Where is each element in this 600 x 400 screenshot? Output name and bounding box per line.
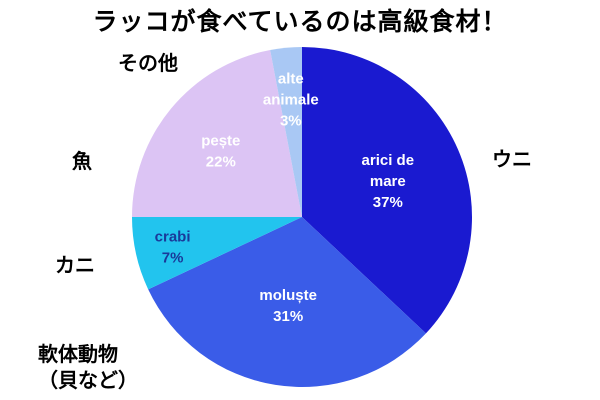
outer-category-label-0: ウニ xyxy=(492,146,532,172)
slice-percent-label-4: 3% xyxy=(280,113,302,130)
slice-name-label-4: animale xyxy=(263,92,319,109)
outer-label-line: カニ xyxy=(55,253,95,277)
outer-label-line: 魚 xyxy=(72,149,92,173)
pie-slice-3 xyxy=(132,50,302,217)
pie-slice-4 xyxy=(270,47,302,217)
slice-percent-label-2: 7% xyxy=(162,249,184,266)
outer-label-line: ウニ xyxy=(492,147,532,171)
slice-name-label-0: mare xyxy=(370,173,406,190)
slice-name-label-2: crabi xyxy=(155,228,191,245)
outer-label-line: （貝など） xyxy=(38,368,138,392)
outer-category-label-3: 魚 xyxy=(72,148,92,174)
slice-name-label-0: arici de xyxy=(362,152,415,169)
pie-slice-0 xyxy=(302,47,473,334)
outer-label-line: 軟体動物 xyxy=(38,342,118,366)
outer-category-label-4: その他 xyxy=(118,50,178,76)
pie-slice-1 xyxy=(148,217,426,387)
pie-slice-2 xyxy=(132,217,302,290)
slice-percent-label-1: 31% xyxy=(273,308,303,325)
chart-title: ラッコが食べているのは高級食材！ xyxy=(92,7,508,36)
slice-name-label-4: alte xyxy=(278,71,304,88)
slice-name-label-1: moluște xyxy=(259,287,317,304)
slice-percent-label-0: 37% xyxy=(373,194,403,211)
outer-label-line: その他 xyxy=(118,51,178,75)
outer-category-label-2: カニ xyxy=(55,252,95,278)
slice-name-label-3: pește xyxy=(201,132,240,149)
slice-percent-label-3: 22% xyxy=(206,153,236,170)
outer-category-label-1: 軟体動物 （貝など） xyxy=(38,341,138,393)
